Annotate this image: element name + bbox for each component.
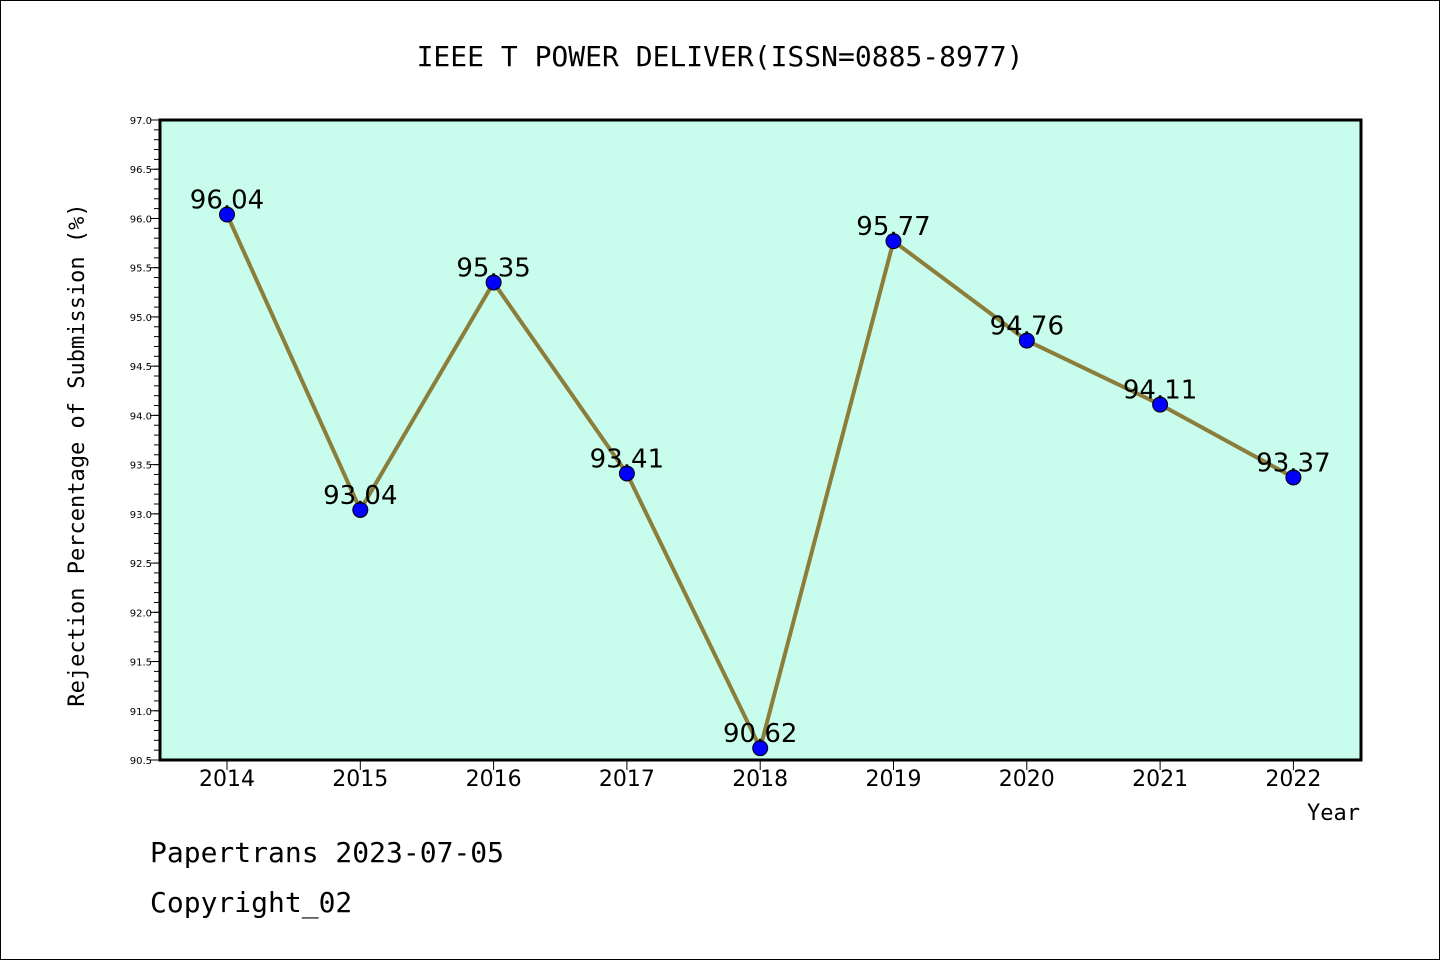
- x-tick-label: 2017: [599, 767, 655, 792]
- data-label-2018: 90.62: [723, 719, 797, 749]
- y-tick-label: 96.5: [130, 165, 152, 176]
- y-tick-label: 96.0: [130, 214, 152, 225]
- y-tick-label: 97.0: [130, 116, 152, 127]
- data-label-2021: 94.11: [1123, 376, 1197, 406]
- x-tick-label: 2015: [332, 767, 388, 792]
- data-point-2021: [1152, 396, 1169, 413]
- chart-title: IEEE T POWER DELIVER(ISSN=0885-8977): [417, 40, 1024, 73]
- y-tick-label: 95.0: [130, 313, 152, 324]
- data-point-2017: [618, 465, 635, 482]
- data-label-2017: 93.41: [590, 444, 664, 474]
- data-label-2019: 95.77: [856, 212, 930, 242]
- data-point-2014: [219, 206, 235, 223]
- y-tick-label: 94.5: [130, 362, 152, 373]
- y-tick-label: 90.5: [130, 756, 152, 767]
- x-tick-label: 2021: [1132, 767, 1188, 792]
- data-point-2016: [485, 274, 502, 291]
- data-label-2020: 94.76: [990, 312, 1064, 342]
- x-axis-ticks: 2014 2015 2016 2017 2018 2019 2020 2021 2022: [199, 760, 1321, 792]
- x-tick-label: 2019: [866, 767, 922, 792]
- y-axis-ticks: 90.5 91.0 91.5 92.0 92.5 93.0 93.5 94.0 94.5 95.0…: [130, 116, 160, 767]
- x-tick-label: 2022: [1265, 767, 1321, 792]
- y-tick-label: 93.5: [130, 461, 152, 472]
- data-point-2018: [752, 740, 769, 757]
- data-label-2015: 93.04: [323, 481, 397, 511]
- y-tick-label: 91.5: [130, 658, 152, 669]
- data-point-2022: [1285, 469, 1302, 486]
- y-tick-label: 92.0: [130, 608, 152, 619]
- y-tick-label: 94.0: [130, 411, 152, 422]
- data-point-2019: [885, 233, 902, 250]
- x-axis-label: Year: [1307, 801, 1360, 826]
- data-point-2020: [1018, 332, 1035, 349]
- y-axis-label: Rejection Percentage of Submission (%): [65, 203, 90, 706]
- x-tick-label: 2018: [732, 767, 788, 792]
- x-tick-label: 2016: [466, 767, 522, 792]
- footer-copyright: Copyright_02: [150, 886, 353, 919]
- data-labels: 96.04 93.04 95.35 93.41 90.62 95.77 94.76 94.11…: [190, 186, 1331, 750]
- x-tick-label: 2020: [999, 767, 1055, 792]
- x-tick-label: 2014: [199, 767, 255, 792]
- y-tick-label: 91.0: [130, 707, 152, 718]
- footer-papertrans-date: Papertrans 2023-07-05: [150, 836, 505, 869]
- data-point-2015: [352, 501, 369, 518]
- data-label-2014: 96.04: [190, 186, 264, 216]
- plot-area: [158, 118, 1363, 762]
- y-tick-label: 92.5: [130, 559, 152, 570]
- data-label-2016: 95.35: [456, 253, 530, 283]
- y-tick-label: 93.0: [130, 510, 152, 521]
- series-markers: [219, 206, 1302, 757]
- data-label-2022: 93.37: [1256, 448, 1330, 478]
- y-tick-label: 95.5: [130, 264, 152, 275]
